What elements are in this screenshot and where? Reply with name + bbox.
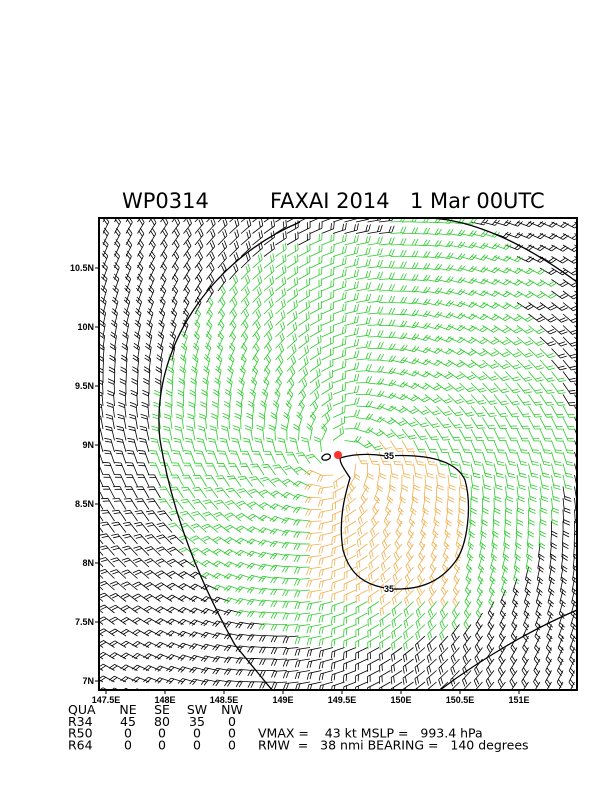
table-cell: 0 bbox=[158, 737, 166, 752]
contour-line bbox=[158, 218, 577, 690]
table-cell: 80 bbox=[154, 714, 170, 729]
y-tick-label: 10.5N bbox=[70, 263, 94, 273]
x-tick-label: 148.5E bbox=[210, 695, 239, 705]
stats-line: RMW = 38 nmi BEARING = 140 degrees bbox=[258, 737, 529, 752]
storm-center bbox=[334, 451, 342, 459]
label-bg bbox=[385, 450, 395, 461]
y-tick-label: 7N bbox=[82, 676, 94, 686]
label-bg bbox=[384, 583, 394, 594]
wind-barbs bbox=[99, 218, 577, 690]
table-header: NW bbox=[221, 702, 243, 717]
x-tick-label: 149E bbox=[272, 695, 293, 705]
storm-name: FAXAI 2014 bbox=[270, 189, 390, 213]
x-tick-label: 150E bbox=[390, 695, 411, 705]
x-tick-label: 147.5E bbox=[92, 695, 121, 705]
table-cell: 35 bbox=[189, 714, 205, 729]
contours bbox=[158, 218, 577, 690]
table-cell: R34 bbox=[68, 714, 93, 729]
table-cell: 0 bbox=[228, 737, 236, 752]
center-contour bbox=[321, 453, 332, 461]
wind-barbs bbox=[304, 440, 468, 616]
stats-line: VMAX = 43 kt MSLP = 993.4 hPa bbox=[258, 726, 483, 741]
contour-35 bbox=[339, 453, 470, 590]
table-header: QUA bbox=[68, 702, 96, 717]
table-cell: R64 bbox=[68, 737, 93, 752]
wind-barbs bbox=[148, 218, 577, 651]
table-cell: 0 bbox=[228, 714, 236, 729]
y-tick-label: 10N bbox=[77, 322, 94, 332]
contour-label: 35 bbox=[384, 584, 394, 594]
table-cell: 0 bbox=[158, 726, 166, 741]
y-tick-label: 9.5N bbox=[75, 381, 94, 391]
y-tick-label: 8.5N bbox=[75, 499, 94, 509]
x-tick-label: 148E bbox=[154, 695, 175, 705]
table-cell: 0 bbox=[228, 726, 236, 741]
valid-time: 1 Mar 00UTC bbox=[410, 189, 545, 213]
x-tick-label: 151E bbox=[508, 695, 529, 705]
table-cell: 0 bbox=[124, 726, 132, 741]
table-cell: 0 bbox=[124, 737, 132, 752]
table-header: SE bbox=[154, 702, 170, 717]
y-tick-label: 7.5N bbox=[75, 617, 94, 627]
x-tick-label: 150.5E bbox=[446, 695, 475, 705]
contour-label: 35 bbox=[384, 451, 394, 461]
table-cell: 0 bbox=[193, 737, 201, 752]
y-tick-label: 9N bbox=[82, 440, 94, 450]
table-header: NE bbox=[119, 702, 136, 717]
table-header: SW bbox=[187, 702, 207, 717]
y-tick-label: 8N bbox=[82, 558, 94, 568]
wind-field bbox=[99, 218, 577, 690]
x-tick-label: 149.5E bbox=[328, 695, 357, 705]
table-cell: 45 bbox=[120, 714, 136, 729]
table-cell: 0 bbox=[193, 726, 201, 741]
storm-id: WP0314 bbox=[122, 189, 209, 213]
table-cell: R50 bbox=[68, 726, 93, 741]
map-frame bbox=[98, 217, 578, 691]
